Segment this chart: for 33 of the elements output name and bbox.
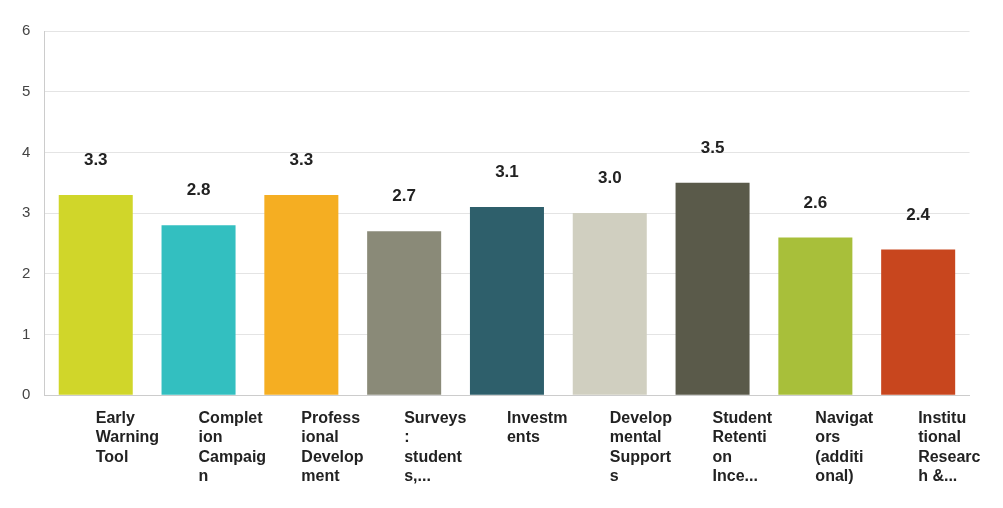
bar: [367, 231, 442, 395]
bar: [161, 225, 236, 395]
data-label: 3.3: [83, 150, 108, 170]
bar: [778, 237, 853, 395]
data-label: 3.3: [289, 150, 314, 170]
x-tick-label: Investments: [506, 409, 568, 446]
data-label: 2.6: [803, 192, 828, 212]
bar: [264, 194, 339, 395]
y-tick-label: 5: [22, 81, 31, 99]
bar: [675, 182, 750, 395]
x-tick-label: Developmental Supports: [609, 409, 673, 484]
data-label: 2.4: [906, 204, 931, 224]
data-label: 2.8: [186, 180, 211, 200]
y-tick-label: 2: [22, 263, 31, 281]
bar: [881, 249, 956, 395]
bar: [58, 194, 133, 395]
y-tick-label: 6: [22, 21, 31, 39]
bar: [469, 207, 544, 395]
x-tick-label: Professional Development: [301, 409, 364, 484]
x-tick-label: Institutional Research &...: [918, 409, 981, 484]
y-tick-label: 4: [22, 142, 31, 160]
x-tick-label: Navigators (additional): [815, 409, 874, 484]
y-tick-label: 1: [22, 324, 31, 342]
y-tick-label: 0: [22, 385, 31, 403]
data-label: 2.7: [392, 186, 416, 206]
x-tick-label: Completion Campaign: [198, 409, 267, 484]
data-label: 3.0: [597, 168, 622, 188]
x-tick-label: Student Retention Ince...: [712, 409, 773, 484]
x-tick-label: Early Warning Tool: [95, 409, 160, 465]
x-tick-label: Surveys: students,...: [404, 409, 467, 484]
data-label: 3.5: [700, 137, 725, 157]
data-label: 3.1: [495, 162, 519, 182]
y-tick-label: 3: [22, 203, 31, 221]
